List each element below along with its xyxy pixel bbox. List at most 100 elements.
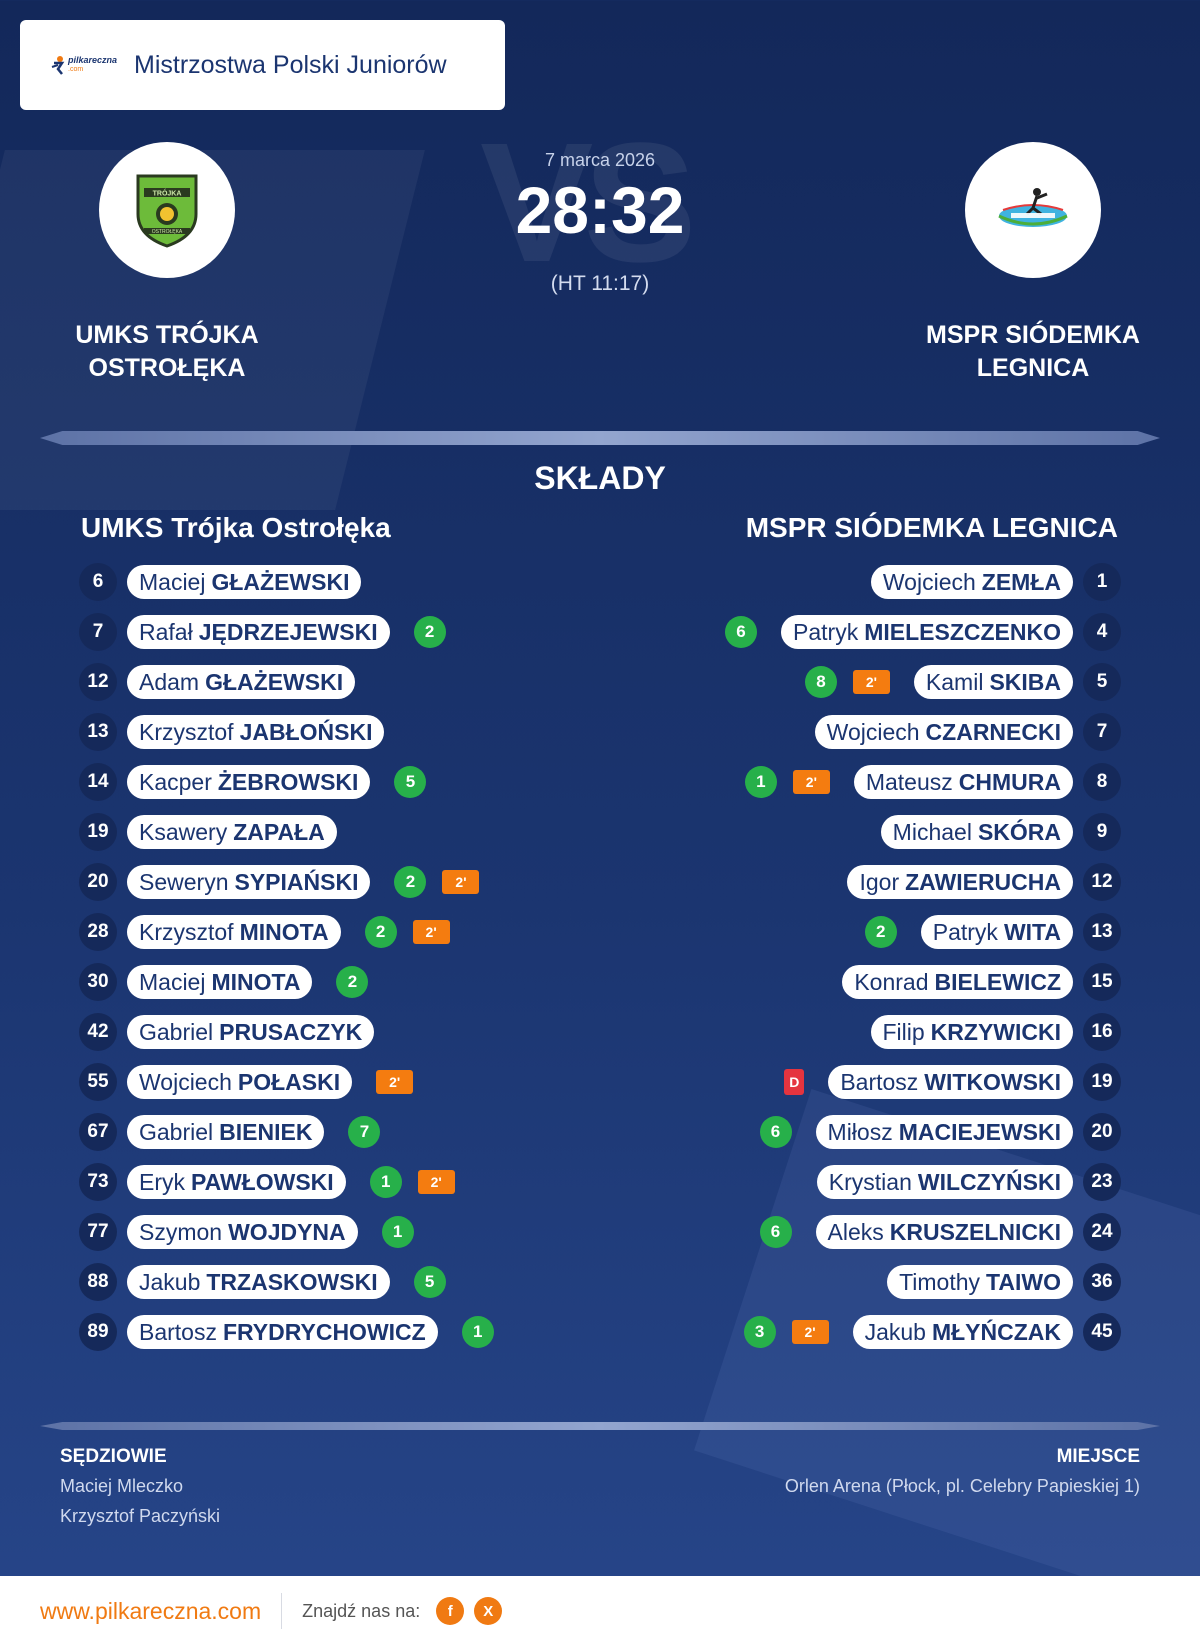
- pilkareczna-logo[interactable]: pilkareczna .com: [50, 50, 120, 80]
- player-row: 20 Seweryn SYPIAŃSKI 2 2': [79, 857, 494, 907]
- home-team-name-line2: OSTROŁĘKA: [88, 354, 246, 382]
- player-first-name: Rafał: [139, 618, 193, 645]
- player-stats: 1 2': [744, 766, 830, 798]
- player-first-name: Timothy: [899, 1268, 981, 1295]
- away-roster: Wojciech ZEMŁA 1 6 Patryk MIELESZCZENKO 4 8 2' Ka…: [725, 557, 1121, 1357]
- player-last-name: POŁASKI: [237, 1068, 341, 1095]
- goals-badge: 6: [725, 616, 758, 648]
- player-number: 67: [79, 1113, 117, 1151]
- player-number: 30: [79, 963, 117, 1001]
- player-first-name: Filip: [882, 1018, 925, 1045]
- player-first-name: Konrad: [854, 968, 929, 995]
- player-name[interactable]: Rafał JĘDRZEJEWSKI: [127, 615, 390, 649]
- player-first-name: Szymon: [139, 1218, 223, 1245]
- player-name[interactable]: Eryk PAWŁOWSKI: [127, 1165, 346, 1199]
- player-stats: 2': [376, 1070, 414, 1094]
- player-number: 8: [1083, 763, 1121, 801]
- player-row: 28 Krzysztof MINOTA 2 2': [79, 907, 494, 957]
- player-row: Filip KRZYWICKI 16: [725, 1007, 1121, 1057]
- player-number: 13: [79, 713, 117, 751]
- player-last-name: KRZYWICKI: [930, 1018, 1061, 1045]
- player-row: 77 Szymon WOJDYNA 1: [79, 1207, 494, 1257]
- goals-badge: 5: [394, 766, 427, 798]
- player-last-name: CZARNECKI: [925, 718, 1061, 745]
- player-name[interactable]: Gabriel BIENIEK: [127, 1115, 325, 1149]
- player-name[interactable]: Maciej GŁAŻEWSKI: [127, 565, 362, 599]
- home-roster-title: UMKS Trójka Ostrołęka: [81, 512, 391, 543]
- player-row: 19 Ksawery ZAPAŁA: [79, 807, 494, 857]
- goals-badge: 6: [759, 1116, 792, 1148]
- player-name[interactable]: Aleks KRUSZELNICKI: [815, 1215, 1073, 1249]
- player-name[interactable]: Maciej MINOTA: [127, 965, 313, 999]
- player-name[interactable]: Gabriel PRUSACZYK: [127, 1015, 375, 1049]
- player-name[interactable]: Timothy TAIWO: [887, 1265, 1073, 1299]
- player-last-name: TRZASKOWSKI: [206, 1268, 378, 1295]
- player-first-name: Michael: [892, 818, 972, 845]
- player-number: 77: [79, 1213, 117, 1251]
- player-first-name: Ksawery: [139, 818, 228, 845]
- player-number: 15: [1083, 963, 1121, 1001]
- player-name[interactable]: Igor ZAWIERUCHA: [847, 865, 1073, 899]
- player-stats: 2: [413, 616, 446, 648]
- player-number: 13: [1083, 913, 1121, 951]
- player-number: 14: [79, 763, 117, 801]
- player-name[interactable]: Szymon WOJDYNA: [127, 1215, 358, 1249]
- player-name[interactable]: Jakub MŁYŃCZAK: [852, 1315, 1073, 1349]
- goals-badge: 2: [364, 916, 397, 948]
- away-team-logo: [965, 142, 1101, 278]
- player-name[interactable]: Filip KRZYWICKI: [870, 1015, 1073, 1049]
- player-name[interactable]: Wojciech ZEMŁA: [870, 565, 1073, 599]
- player-row: Wojciech CZARNECKI 7: [725, 707, 1121, 757]
- player-last-name: WOJDYNA: [228, 1218, 346, 1245]
- player-last-name: BIENIEK: [219, 1118, 313, 1145]
- player-name[interactable]: Michael SKÓRA: [880, 815, 1073, 849]
- player-row: 3 2' Jakub MŁYŃCZAK 45: [725, 1307, 1121, 1357]
- section-divider: [40, 1422, 1160, 1430]
- x-icon[interactable]: X: [474, 1597, 503, 1625]
- player-name[interactable]: Krystian WILCZYŃSKI: [816, 1165, 1073, 1199]
- match-date: 7 marca 2026: [544, 150, 656, 170]
- player-row: 6 Maciej GŁAŻEWSKI: [79, 557, 494, 607]
- player-name[interactable]: Mateusz CHMURA: [853, 765, 1073, 799]
- player-name[interactable]: Bartosz WITKOWSKI: [828, 1065, 1073, 1099]
- player-last-name: MIELESZCZENKO: [864, 618, 1061, 645]
- player-row: Konrad BIELEWICZ 15: [725, 957, 1121, 1007]
- player-number: 36: [1083, 1263, 1121, 1301]
- goals-badge: 8: [804, 666, 837, 698]
- player-stats: 2: [336, 966, 369, 998]
- player-name[interactable]: Miłosz MACIEJEWSKI: [815, 1115, 1073, 1149]
- goals-badge: 7: [348, 1116, 381, 1148]
- player-name[interactable]: Kamil SKIBA: [913, 665, 1073, 699]
- player-name[interactable]: Jakub TRZASKOWSKI: [127, 1265, 390, 1299]
- disqualification-badge: D: [784, 1069, 805, 1095]
- player-first-name: Wojciech: [882, 568, 976, 595]
- player-name[interactable]: Krzysztof JABŁOŃSKI: [127, 715, 385, 749]
- player-name[interactable]: Krzysztof MINOTA: [127, 915, 341, 949]
- player-name[interactable]: Adam GŁAŻEWSKI: [127, 665, 356, 699]
- player-number: 1: [1083, 563, 1121, 601]
- player-name[interactable]: Patryk MIELESZCZENKO: [781, 615, 1073, 649]
- player-number: 19: [1083, 1063, 1121, 1101]
- player-name[interactable]: Ksawery ZAPAŁA: [127, 815, 337, 849]
- player-name[interactable]: Seweryn SYPIAŃSKI: [127, 865, 371, 899]
- facebook-icon[interactable]: f: [436, 1597, 465, 1625]
- player-first-name: Maciej: [139, 568, 206, 595]
- player-name[interactable]: Kacper ŻEBROWSKI: [127, 765, 371, 799]
- site-link[interactable]: www.pilkareczna.com: [40, 1597, 262, 1624]
- player-last-name: PAWŁOWSKI: [191, 1168, 334, 1195]
- player-name[interactable]: Wojciech POŁASKI: [127, 1065, 353, 1099]
- player-first-name: Krzysztof: [139, 918, 234, 945]
- siodemka-crest-icon: [998, 188, 1068, 227]
- player-last-name: WITA: [1003, 918, 1061, 945]
- player-row: D Bartosz WITKOWSKI 19: [725, 1057, 1121, 1107]
- player-name[interactable]: Bartosz FRYDRYCHOWICZ: [127, 1315, 438, 1349]
- player-stats: 3 2': [743, 1316, 829, 1348]
- player-first-name: Bartosz: [139, 1318, 217, 1345]
- player-last-name: SKIBA: [989, 668, 1061, 695]
- player-name[interactable]: Patryk WITA: [920, 915, 1073, 949]
- svg-text:TRÓJKA: TRÓJKA: [153, 189, 182, 198]
- player-name[interactable]: Konrad BIELEWICZ: [842, 965, 1073, 999]
- player-last-name: FRYDRYCHOWICZ: [222, 1318, 426, 1345]
- player-name[interactable]: Wojciech CZARNECKI: [814, 715, 1073, 749]
- home-team-logo: TRÓJKA OSTROŁĘKA: [99, 142, 235, 278]
